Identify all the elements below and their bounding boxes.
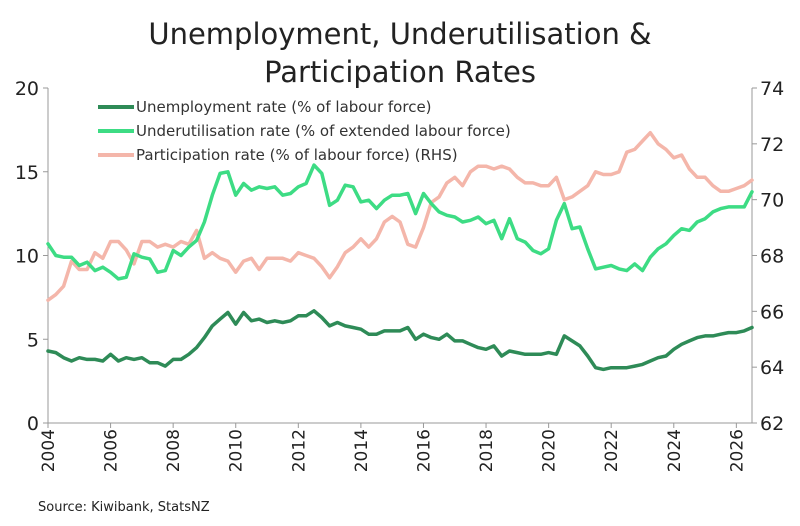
right-tick-label: 74 — [760, 78, 784, 100]
left-tick-label: 5 — [27, 329, 39, 351]
legend: Unemployment rate (% of labour force) Un… — [98, 98, 511, 164]
chart-title: Unemployment, Underutilisation & Partici… — [148, 17, 651, 89]
left-tick-label: 0 — [27, 413, 39, 435]
legend-item-unemployment: Unemployment rate (% of labour force) — [98, 98, 432, 116]
source-note: Source: Kiwibank, StatsNZ — [38, 500, 210, 515]
x-tick-label: 2026 — [727, 429, 747, 472]
x-tick-label: 2004 — [39, 429, 59, 472]
legend-label-unemployment: Unemployment rate (% of labour force) — [136, 98, 432, 116]
left-axis-ticks: 0 5 10 15 20 — [15, 78, 48, 435]
underutilisation-rate-line — [46, 163, 754, 281]
right-tick-label: 66 — [760, 301, 784, 323]
chart-title-line-2: Participation Rates — [264, 55, 536, 89]
x-tick-label: 2018 — [477, 429, 497, 472]
legend-item-underutilisation: Underutilisation rate (% of extended lab… — [98, 122, 511, 140]
right-tick-label: 70 — [760, 190, 784, 212]
legend-item-participation: Participation rate (% of labour force) (… — [98, 146, 458, 164]
x-tick-label: 2016 — [414, 429, 434, 472]
right-tick-label: 72 — [760, 134, 784, 156]
right-axis-ticks: 62 64 66 68 70 72 74 — [752, 78, 784, 435]
legend-label-participation: Participation rate (% of labour force) (… — [136, 146, 458, 164]
right-tick-label: 64 — [760, 357, 784, 379]
chart-title-line-1: Unemployment, Underutilisation & — [148, 17, 651, 51]
x-tick-label: 2006 — [102, 429, 122, 472]
x-tick-label: 2008 — [164, 429, 184, 472]
left-tick-label: 10 — [15, 246, 39, 268]
x-tick-label: 2020 — [540, 429, 560, 472]
x-tick-label: 2022 — [602, 429, 622, 472]
left-tick-label: 20 — [15, 78, 39, 100]
x-tick-label: 2010 — [227, 429, 247, 472]
x-tick-label: 2024 — [665, 429, 685, 472]
right-tick-label: 68 — [760, 246, 784, 268]
x-tick-label: 2012 — [289, 429, 309, 472]
legend-label-underutilisation: Underutilisation rate (% of extended lab… — [136, 122, 511, 140]
x-axis-ticks: 2004 2006 2008 2010 2012 2014 2016 2018 2020 2022… — [39, 423, 747, 472]
participation-rate-line — [46, 130, 754, 302]
unemployment-rate-line — [46, 309, 754, 372]
right-tick-label: 62 — [760, 413, 784, 435]
series-lines — [46, 130, 754, 372]
left-tick-label: 15 — [15, 162, 39, 184]
x-tick-label: 2014 — [352, 429, 372, 472]
